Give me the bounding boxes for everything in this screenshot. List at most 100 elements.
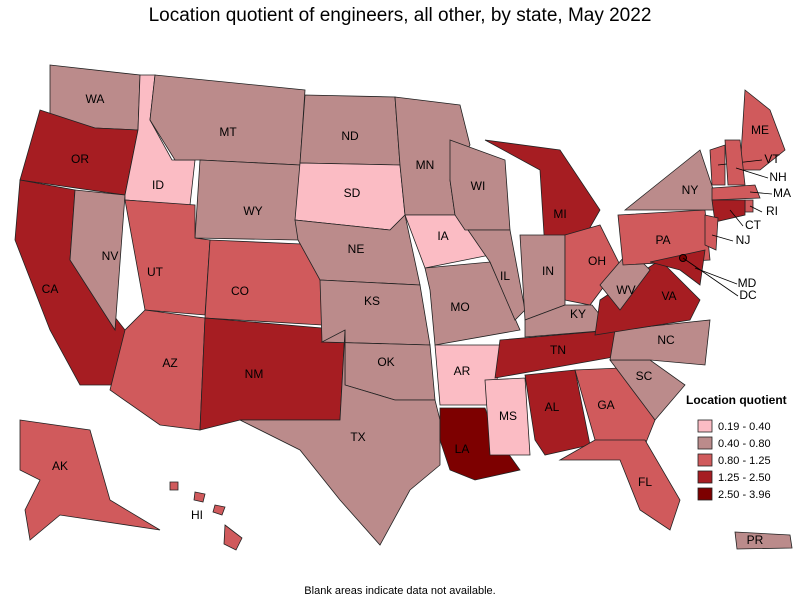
leader-line xyxy=(729,209,744,227)
state-shape xyxy=(623,149,721,211)
state: HI xyxy=(169,481,243,551)
state: LA xyxy=(439,407,521,481)
state: MA xyxy=(711,184,791,201)
state: OH xyxy=(564,224,621,306)
footnote: Blank areas indicate data not available. xyxy=(304,585,495,597)
legend-swatch xyxy=(697,436,713,450)
state: WI xyxy=(449,139,511,231)
state: DC xyxy=(679,254,757,302)
state-shape xyxy=(467,229,526,321)
leader-line xyxy=(682,257,739,297)
legend-label: 0.80 - 1.25 xyxy=(718,455,771,467)
state: RI xyxy=(744,199,778,218)
legend-swatch xyxy=(697,419,713,433)
state-label: VA xyxy=(661,289,676,303)
state-shape xyxy=(524,369,591,456)
state-shape xyxy=(424,261,521,346)
state-label: NE xyxy=(348,242,365,256)
state-shape xyxy=(734,531,793,550)
state-label: MN xyxy=(416,158,435,172)
state: PA xyxy=(617,209,711,266)
state-label: VT xyxy=(764,152,780,166)
state: PR xyxy=(734,531,793,550)
state: NV xyxy=(69,189,126,332)
legend-swatch xyxy=(697,487,713,501)
state-label: SC xyxy=(636,369,653,383)
state-shape xyxy=(212,504,226,516)
state: WV xyxy=(599,249,651,311)
state-label: DC xyxy=(739,288,757,302)
state-shape xyxy=(19,419,161,541)
state: WY xyxy=(194,159,301,241)
state-label: NY xyxy=(682,183,699,197)
state: NC xyxy=(609,319,711,366)
state-shape xyxy=(704,214,719,251)
state-label: MD xyxy=(738,276,757,290)
state-label: FL xyxy=(638,475,652,489)
state: TX xyxy=(239,329,441,546)
state-label: WA xyxy=(86,92,105,106)
state-label: LA xyxy=(455,442,470,456)
state-shape xyxy=(744,199,754,213)
state-shape xyxy=(617,209,711,266)
state-label: NH xyxy=(769,170,786,184)
state-label: ID xyxy=(152,178,164,192)
state: VA xyxy=(594,259,701,336)
state: NY xyxy=(623,149,721,211)
state-label: AR xyxy=(454,364,471,378)
state: MO xyxy=(424,261,521,346)
state-label: TN xyxy=(550,343,566,357)
state-label: ND xyxy=(341,129,359,143)
state-shape xyxy=(439,407,521,481)
state-label: GA xyxy=(597,398,614,412)
state-shape xyxy=(223,524,243,551)
state-label: IA xyxy=(437,229,448,243)
state-label: UT xyxy=(147,265,164,279)
state-label: HI xyxy=(191,508,203,522)
leader-line xyxy=(749,205,763,213)
state-shape xyxy=(711,184,761,201)
state: FL xyxy=(558,439,681,531)
state: SD xyxy=(294,162,406,231)
state-label: OK xyxy=(377,355,394,369)
state-label: MS xyxy=(499,409,517,423)
state-label: OH xyxy=(588,254,606,268)
state: CT xyxy=(711,199,762,232)
legend-label: 0.40 - 0.80 xyxy=(718,438,771,450)
legend-title: Location quotient xyxy=(686,393,787,407)
state-shape xyxy=(193,491,206,503)
state-shape xyxy=(594,259,701,336)
state-label: AK xyxy=(52,459,68,473)
state-shape xyxy=(69,189,126,332)
state: IL xyxy=(467,229,526,321)
state-shape xyxy=(724,139,746,186)
state-shape xyxy=(149,74,306,166)
legend-label: 0.19 - 0.40 xyxy=(718,421,771,433)
state-label: TX xyxy=(350,430,365,444)
state-label: OR xyxy=(71,152,89,166)
state-label: MT xyxy=(219,125,237,139)
state-label: AZ xyxy=(162,356,177,370)
state-label: MO xyxy=(450,300,469,314)
state-label: WI xyxy=(471,179,486,193)
state-label: KY xyxy=(570,307,586,321)
state: AK xyxy=(19,419,161,541)
state-shape xyxy=(169,481,179,491)
state: MT xyxy=(149,74,306,166)
state: ND xyxy=(299,94,401,166)
legend-label: 1.25 - 2.50 xyxy=(718,472,771,484)
leader-line xyxy=(711,234,734,242)
map-title: Location quotient of engineers, all othe… xyxy=(149,5,652,26)
state-shape xyxy=(574,367,656,446)
state-label: ME xyxy=(751,123,769,137)
state-shape xyxy=(484,377,531,456)
state-shape xyxy=(558,439,681,531)
state: NH xyxy=(724,139,787,186)
state-label: NV xyxy=(102,249,119,263)
state-label: RI xyxy=(766,204,778,218)
state-shape xyxy=(711,199,746,223)
state: MS xyxy=(484,377,531,456)
state-shape xyxy=(194,159,301,241)
state-label: IL xyxy=(500,269,510,283)
